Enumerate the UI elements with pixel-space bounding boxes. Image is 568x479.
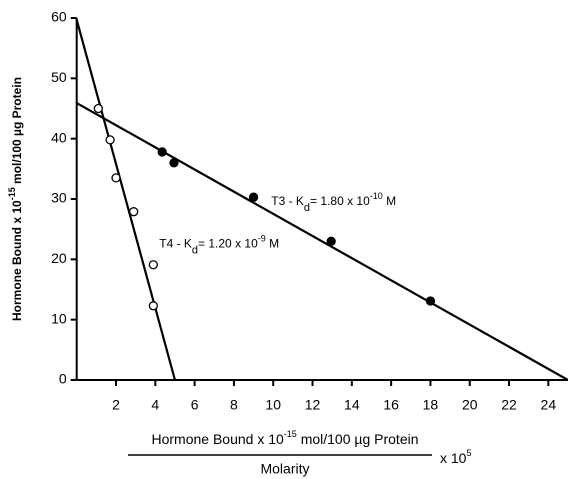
- x-tick-label: 4: [151, 397, 159, 413]
- y-tick-label: 10: [51, 310, 67, 326]
- fit-line: [75, 19, 177, 381]
- annotation: T4 - Kd= 1.20 x 10-9 M: [159, 234, 279, 257]
- text-part: 5: [466, 448, 471, 458]
- x-tick-label: 20: [462, 397, 478, 413]
- annotation: T3 - Kd= 1.80 x 10-10 M: [271, 191, 396, 214]
- text-part: Hormone Bound x 10: [10, 200, 24, 321]
- x-tick-label: 8: [230, 397, 238, 413]
- text-part: d: [304, 202, 310, 214]
- text-part: T4 - K: [159, 236, 192, 250]
- data-point: [425, 296, 436, 306]
- data-point: [129, 207, 139, 217]
- data-point: [105, 135, 115, 145]
- data-point: [111, 173, 121, 183]
- text-part: -15: [7, 187, 17, 200]
- data-point: [169, 158, 179, 168]
- text-part: d: [192, 244, 198, 256]
- x-tick-label: 22: [501, 397, 517, 413]
- text-part: mol/100 µg Protein: [10, 77, 24, 187]
- x-tick-label: 10: [265, 397, 281, 413]
- data-point: [326, 236, 336, 246]
- x-tick-label: 2: [112, 397, 120, 413]
- data-point: [148, 301, 158, 311]
- text-part: -15: [284, 429, 297, 439]
- x-tick-label: 24: [541, 397, 557, 413]
- x-tick-label: 18: [423, 397, 439, 413]
- data-point: [248, 192, 259, 202]
- text-part: -10: [370, 191, 383, 201]
- text-part: Hormone Bound x 10: [151, 431, 284, 447]
- text-part: -9: [258, 234, 266, 244]
- text-part: M: [266, 236, 279, 250]
- text-part: x 10: [440, 450, 467, 466]
- y-axis-label: Hormone Bound x 10-15 mol/100 µg Protein: [7, 77, 24, 321]
- x-tick-label: 14: [344, 397, 360, 413]
- x-axis-label-denominator: Molarity: [260, 461, 309, 477]
- fit-line: [76, 102, 568, 381]
- y-tick-label: 0: [59, 371, 67, 387]
- y-tick-label: 40: [51, 129, 67, 145]
- y-tick-label: 20: [51, 250, 67, 266]
- x-axis-label-factor: x 105: [440, 448, 471, 465]
- y-tick-label: 30: [51, 190, 67, 206]
- x-tick-label: 16: [383, 397, 399, 413]
- text-part: mol/100 µg Protein: [297, 431, 419, 447]
- data-point: [148, 260, 158, 270]
- x-tick-label: 6: [191, 397, 199, 413]
- y-tick-label: 60: [51, 9, 67, 25]
- x-axis-label-numerator: Hormone Bound x 10-15 mol/100 µg Protein: [151, 429, 418, 446]
- x-tick-label: 12: [305, 397, 321, 413]
- text-part: M: [383, 194, 396, 208]
- y-tick-label: 50: [51, 69, 67, 85]
- text-part: T3 - K: [271, 194, 304, 208]
- text-part: = 1.80 x 10: [310, 194, 370, 208]
- data-point: [157, 147, 167, 157]
- data-point: [93, 103, 103, 114]
- text-part: = 1.20 x 10: [198, 236, 258, 250]
